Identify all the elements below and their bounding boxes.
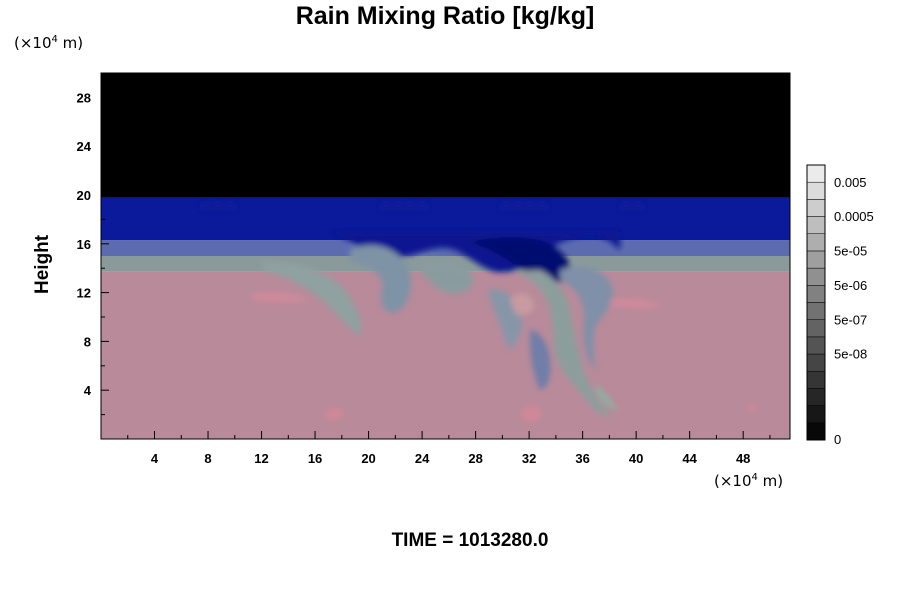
- colorbar-level: [806, 199, 826, 217]
- y-tick-label: 24: [77, 139, 92, 154]
- field-layer-4: [101, 73, 790, 198]
- x-tick-label: 44: [682, 451, 697, 466]
- colorbar-level: [806, 319, 826, 338]
- colorbar-level: [806, 422, 826, 441]
- x-tick-label: 20: [361, 451, 375, 466]
- colorbar-label: 5e-08: [834, 347, 867, 362]
- colorbar-level: [806, 233, 826, 252]
- x-tick-label: 36: [575, 451, 589, 466]
- colorbar-level: [806, 216, 826, 234]
- chart-title: Rain Mixing Ratio [kg/kg]: [295, 2, 595, 30]
- x-tick-label: 32: [522, 451, 536, 466]
- x-tick-label: 8: [204, 451, 211, 466]
- colorbar-level: [806, 371, 826, 389]
- colorbar-label: 0.005: [834, 175, 867, 190]
- y-tick-label: 8: [84, 334, 91, 349]
- y-tick-label: 4: [84, 383, 92, 398]
- colorbar-label: 5e-06: [834, 278, 867, 293]
- y-tick-label: 28: [77, 90, 91, 105]
- colorbar-level: [806, 164, 826, 183]
- plot-frame: [100, 72, 791, 440]
- y-axis-unit: (×104 m): [14, 34, 84, 52]
- colorbar-level: [806, 302, 826, 320]
- colorbar-level: [806, 336, 826, 355]
- x-tick-label: 12: [254, 451, 268, 466]
- colorbar-level: [806, 250, 826, 269]
- x-tick-label: 48: [736, 451, 750, 466]
- x-axis-unit: (×104 m): [714, 472, 784, 490]
- y-tick-label: 16: [77, 237, 91, 252]
- time-label: TIME = 1013280.0: [391, 530, 549, 551]
- colorbar-frame: [806, 164, 826, 441]
- colorbar-level: [806, 181, 826, 200]
- y-tick-label: 12: [77, 286, 91, 301]
- y-tick-label: 20: [77, 188, 91, 203]
- colorbar-level: [806, 267, 826, 286]
- colorbar-label: 0.0005: [834, 209, 874, 224]
- colorbar-level: [806, 388, 826, 406]
- x-tick-label: 24: [415, 451, 430, 466]
- colorbar-label: 5e-05: [834, 244, 867, 259]
- colorbar-level: [806, 285, 826, 303]
- x-tick-label: 16: [308, 451, 322, 466]
- x-tick-label: 4: [151, 451, 159, 466]
- colorbar-label: 5e-07: [834, 312, 867, 327]
- storm-features: [200, 201, 758, 422]
- x-tick-label: 40: [629, 451, 643, 466]
- field-layer-0: [101, 271, 790, 439]
- x-tick-label: 28: [468, 451, 482, 466]
- colorbar-level: [806, 405, 826, 424]
- colorbar-level: [806, 353, 826, 372]
- colorbar-label: 0: [834, 432, 841, 447]
